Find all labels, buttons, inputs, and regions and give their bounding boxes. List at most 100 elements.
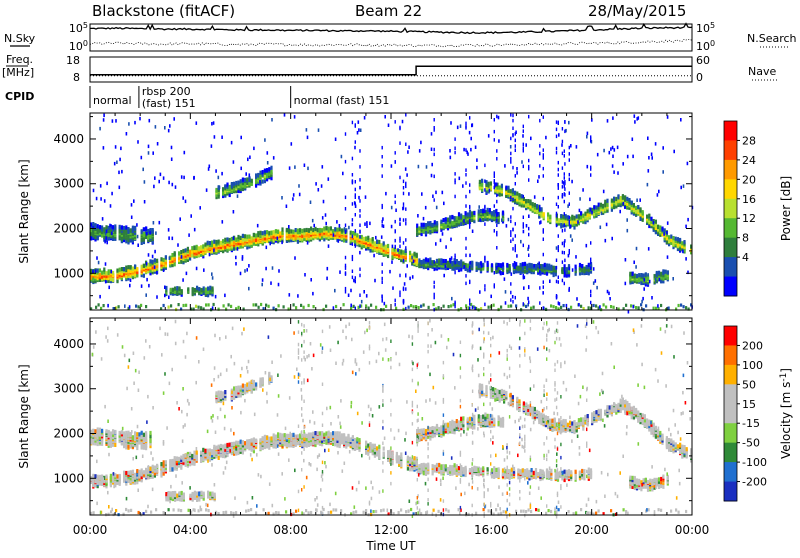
heatmap-cell: [262, 278, 264, 282]
heatmap-cell: [578, 215, 580, 219]
heatmap-cell: [526, 264, 528, 268]
heatmap-cell: [595, 304, 597, 307]
heatmap-cell: [204, 243, 206, 247]
heatmap-cell: [403, 180, 404, 184]
heatmap-cell: [141, 468, 143, 472]
heatmap-cell: [189, 250, 191, 254]
heatmap-cell: [405, 222, 406, 226]
heatmap-cell: [270, 170, 272, 174]
heatmap-cell: [355, 229, 356, 233]
heatmap-cell: [206, 188, 208, 192]
heatmap-cell: [127, 471, 129, 475]
heatmap-cell: [259, 171, 261, 175]
heatmap-cell: [667, 221, 669, 225]
heatmap-cell: [482, 209, 484, 213]
heatmap-cell: [218, 176, 220, 180]
heatmap-cell: [590, 173, 591, 177]
heatmap-cell: [469, 281, 470, 285]
heatmap-cell: [647, 137, 649, 141]
heatmap-cell: [213, 240, 215, 244]
heatmap-cell: [494, 171, 495, 175]
heatmap-cell: [579, 197, 581, 201]
heatmap-cell: [431, 132, 433, 136]
heatmap-cell: [266, 246, 268, 250]
heatmap-cell: [425, 223, 427, 227]
heatmap-cell: [569, 267, 570, 271]
heatmap-cell: [558, 133, 560, 137]
heatmap-cell: [299, 228, 301, 232]
heatmap-cell: [454, 261, 455, 265]
heatmap-cell: [318, 128, 320, 132]
heatmap-cell: [198, 306, 200, 309]
heatmap-cell: [660, 272, 662, 276]
heatmap-cell: [454, 151, 455, 155]
heatmap-cell: [512, 114, 513, 118]
heatmap-cell: [512, 238, 513, 242]
heatmap-cell: [633, 261, 635, 265]
heatmap-cell: [237, 181, 239, 185]
heatmap-cell: [524, 262, 526, 266]
heatmap-cell: [207, 241, 209, 245]
heatmap-cell: [681, 241, 683, 245]
heatmap-cell: [558, 173, 559, 177]
heatmap-cell: [196, 267, 198, 271]
heatmap-cell: [434, 281, 435, 285]
heatmap-cell: [558, 249, 559, 253]
heatmap-cell: [569, 146, 570, 150]
heatmap-cell: [613, 197, 615, 201]
heatmap-cell: [382, 146, 383, 150]
heatmap-cell: [612, 155, 614, 159]
heatmap-cell: [187, 287, 189, 291]
heatmap-cell: [659, 278, 661, 282]
heatmap-cell: [381, 235, 383, 239]
heatmap-cell: [580, 211, 582, 215]
heatmap-cell: [543, 228, 544, 232]
heatmap-cell: [278, 269, 280, 273]
heatmap-cell: [434, 260, 435, 264]
heatmap-cell: [237, 194, 239, 198]
heatmap-cell: [496, 219, 497, 223]
freq-panel-frame: [90, 57, 692, 82]
heatmap-cell: [564, 244, 565, 248]
heatmap-cell: [94, 223, 96, 227]
heatmap-cell: [289, 293, 291, 297]
heatmap-cell: [121, 225, 123, 229]
heatmap-cell: [429, 258, 431, 262]
heatmap-cell: [562, 251, 563, 255]
heatmap-cell: [382, 277, 383, 281]
heatmap-cell: [335, 305, 337, 308]
heatmap-cell: [617, 194, 619, 198]
heatmap-cell: [186, 272, 188, 276]
heatmap-cell: [443, 218, 445, 222]
heatmap-cell: [237, 247, 239, 251]
heatmap-cell: [163, 176, 165, 180]
heatmap-cell: [395, 239, 396, 243]
heatmap-cell: [246, 268, 248, 272]
heatmap-cell: [558, 245, 559, 249]
heatmap-cell: [249, 156, 251, 160]
heatmap-cell: [528, 115, 529, 119]
heatmap-cell: [130, 279, 132, 283]
heatmap-cell: [183, 176, 185, 180]
heatmap-cell: [556, 128, 557, 132]
heatmap-cell: [534, 203, 536, 207]
heatmap-cell: [504, 164, 506, 168]
heatmap-cell: [587, 209, 589, 213]
heatmap-cell: [562, 140, 563, 144]
heatmap-cell: [432, 195, 434, 199]
colorbar-tick-label: 24: [742, 154, 756, 167]
heatmap-cell: [170, 304, 172, 307]
heatmap-cell: [292, 230, 294, 234]
heatmap-cell: [265, 267, 267, 271]
heatmap-cell: [590, 301, 591, 305]
heatmap-cell: [137, 244, 139, 248]
heatmap-cell: [443, 259, 445, 263]
heatmap-cell: [143, 227, 145, 231]
heatmap-cell: [119, 268, 121, 272]
heatmap-cell: [564, 193, 565, 197]
heatmap-cell: [353, 279, 355, 283]
heatmap-cell: [434, 198, 435, 202]
heatmap-cell: [286, 205, 288, 209]
heatmap-cell: [595, 279, 597, 283]
heatmap-cell: [558, 218, 560, 222]
